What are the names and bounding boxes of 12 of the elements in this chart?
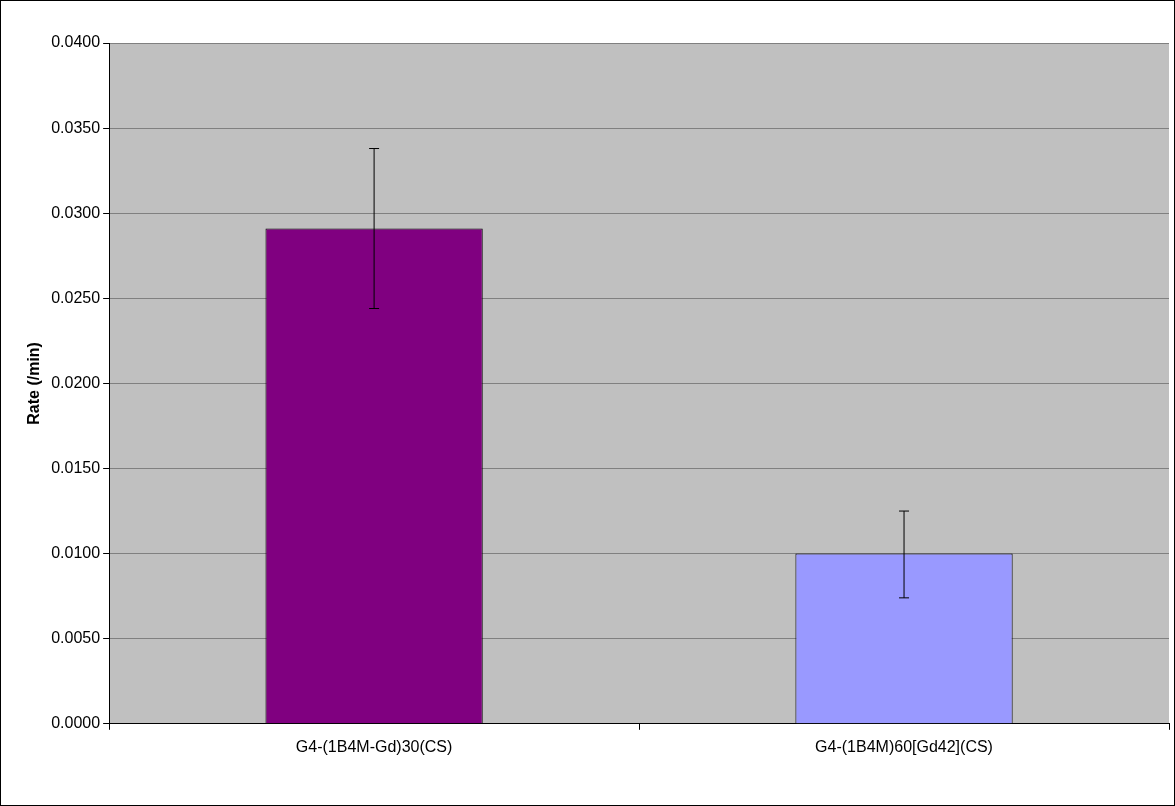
y-tick-label: 0.0250 xyxy=(51,288,101,306)
y-tick-label: 0.0300 xyxy=(51,203,101,221)
y-tick-label: 0.0200 xyxy=(51,373,101,391)
y-axis-title: Rate (/min) xyxy=(25,342,43,425)
y-tick-label: 0.0350 xyxy=(51,118,101,136)
x-tick-label: G4-(1B4M-Gd)30(CS) xyxy=(295,737,453,755)
y-tick-label: 0.0100 xyxy=(51,544,101,562)
y-tick-label: 0.0400 xyxy=(51,33,101,51)
y-tick-label: 0.0150 xyxy=(51,458,101,476)
y-tick-label: 0.0000 xyxy=(51,714,101,732)
x-tick-label: G4-(1B4M)60[Gd42](CS) xyxy=(815,737,993,755)
y-tick-label: 0.0050 xyxy=(51,629,101,647)
